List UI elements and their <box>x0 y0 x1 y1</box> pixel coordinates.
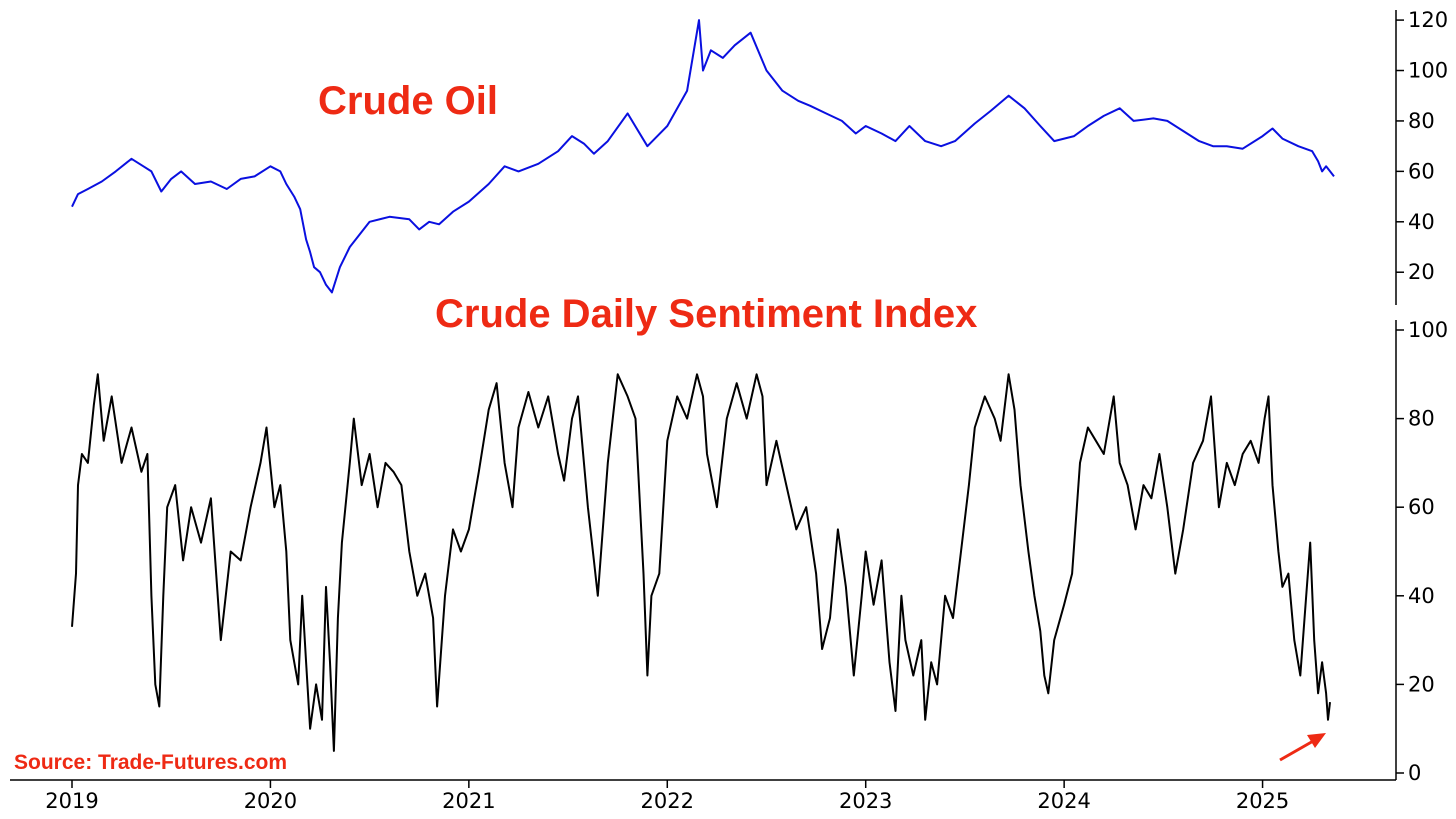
dsi-y-tick-label: 100 <box>1408 318 1448 342</box>
dsi-series-line <box>71 373 1331 752</box>
dsi-y-tick-label: 20 <box>1408 672 1435 696</box>
oil-y-tick-label: 20 <box>1408 260 1435 284</box>
oil-series-line <box>71 19 1335 294</box>
oil-y-tick-label: 80 <box>1408 109 1435 133</box>
x-tick-label: 2023 <box>839 789 892 813</box>
oil-y-tick-label: 120 <box>1408 8 1448 32</box>
x-tick-label: 2020 <box>244 789 297 813</box>
oil-y-tick-label: 40 <box>1408 210 1435 234</box>
dsi-title: Crude Daily Sentiment Index <box>435 292 977 336</box>
x-tick-label: 2019 <box>45 789 98 813</box>
dsi-y-tick-label: 80 <box>1408 407 1435 431</box>
arrow-shaft <box>1279 738 1316 762</box>
x-tick-label: 2025 <box>1236 789 1289 813</box>
source-label: Source: Trade-Futures.com <box>14 751 287 774</box>
dsi-y-tick-label: 0 <box>1408 761 1421 785</box>
x-ticks: 2019 2020 2021 2022 2023 2024 2025 <box>45 780 1289 813</box>
dsi-y-ticks: 0 20 40 60 80 100 <box>1396 318 1448 785</box>
oil-panel: 20 40 60 80 100 120 Crude Oil <box>71 8 1448 305</box>
x-tick-label: 2024 <box>1037 789 1090 813</box>
x-tick-label: 2022 <box>641 789 694 813</box>
arrow-head <box>1307 733 1326 748</box>
oil-title: Crude Oil <box>318 79 498 123</box>
x-tick-label: 2021 <box>442 789 495 813</box>
red-arrow-annotation <box>1279 733 1326 762</box>
oil-y-tick-label: 60 <box>1408 159 1435 183</box>
oil-y-tick-label: 100 <box>1408 59 1448 83</box>
dsi-panel: 0 20 40 60 80 100 2019 2020 2021 2022 2023 2024 202… <box>10 292 1448 813</box>
dsi-y-tick-label: 60 <box>1408 495 1435 519</box>
oil-y-ticks: 20 40 60 80 100 120 <box>1396 8 1448 284</box>
dsi-y-tick-label: 40 <box>1408 584 1435 608</box>
